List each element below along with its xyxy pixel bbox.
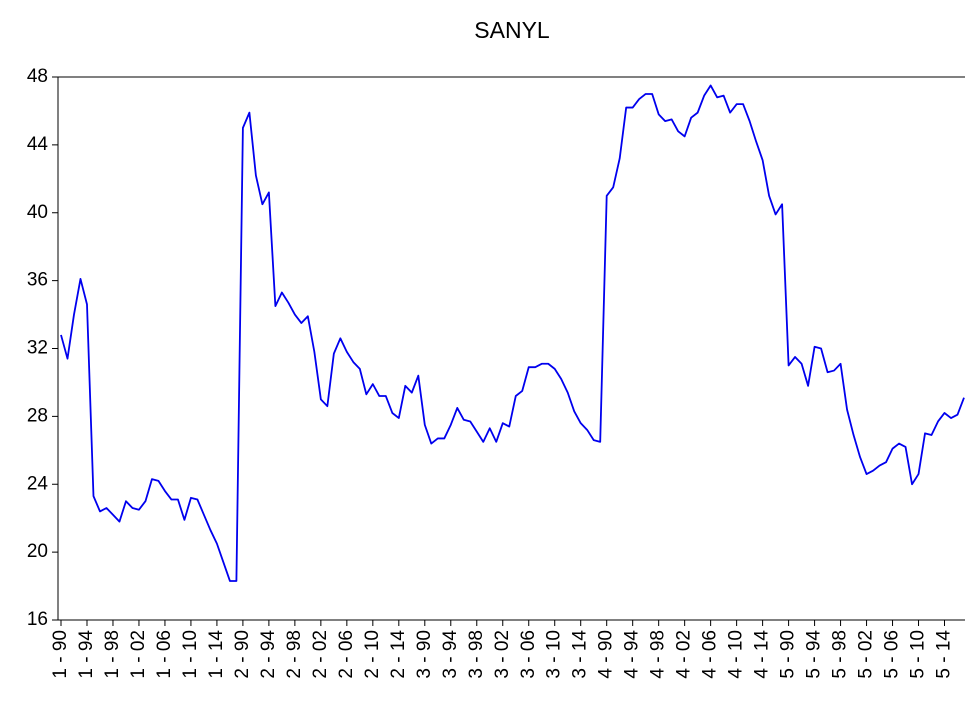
x-tick-label: 1 - 98 [102, 630, 123, 679]
x-tick-label: 4 - 94 [622, 630, 643, 679]
x-tick-label: 3 - 94 [440, 630, 461, 679]
x-tick-label: 4 - 14 [752, 630, 773, 679]
x-tick-label: 5 - 06 [882, 630, 903, 679]
x-tick-label: 1 - 90 [50, 630, 71, 679]
x-tick-label: 2 - 94 [258, 630, 279, 679]
x-tick-label: 2 - 98 [284, 630, 305, 679]
series-line [60, 84, 965, 582]
y-tick-label: 48 [27, 66, 48, 87]
x-tick-label: 3 - 06 [518, 630, 539, 679]
y-tick-label: 32 [27, 338, 48, 359]
x-tick-label: 3 - 10 [544, 630, 565, 679]
x-tick-label: 5 - 10 [908, 630, 929, 679]
x-tick-label: 3 - 98 [466, 630, 487, 679]
y-tick-label: 28 [27, 405, 48, 426]
x-tick-label: 5 - 94 [804, 630, 825, 679]
x-tick-label: 4 - 02 [674, 630, 695, 679]
x-tick-label: 3 - 02 [492, 630, 513, 679]
x-tick-label: 2 - 14 [388, 630, 409, 679]
x-tick-label: 5 - 02 [856, 630, 877, 679]
x-tick-label: 2 - 06 [336, 630, 357, 679]
y-tick-label: 16 [27, 609, 48, 630]
x-tick-label: 2 - 10 [362, 630, 383, 679]
y-tick-label: 44 [27, 134, 49, 155]
x-tick-label: 4 - 06 [700, 630, 721, 679]
x-tick-label: 4 - 90 [596, 630, 617, 679]
x-tick-label: 1 - 94 [76, 630, 97, 679]
chart-title: SANYL [474, 17, 550, 43]
x-tick-label: 5 - 90 [778, 630, 799, 679]
x-tick-label: 5 - 14 [934, 630, 955, 679]
x-tick-label: 1 - 06 [154, 630, 175, 679]
x-tick-label: 3 - 14 [570, 630, 591, 679]
y-tick-label: 36 [27, 270, 48, 291]
x-tick-label: 2 - 02 [310, 630, 331, 679]
x-tick-label: 1 - 02 [128, 630, 149, 679]
x-tick-label: 4 - 98 [648, 630, 669, 679]
x-tick-label: 5 - 98 [830, 630, 851, 679]
x-tick-label: 3 - 90 [414, 630, 435, 679]
y-tick-label: 24 [27, 473, 49, 494]
y-tick-label: 20 [27, 541, 48, 562]
x-tick-label: 4 - 10 [726, 630, 747, 679]
x-tick-label: 1 - 10 [180, 630, 201, 679]
x-tick-label: 1 - 14 [206, 630, 227, 679]
x-tick-label: 2 - 90 [232, 630, 253, 679]
y-tick-label: 40 [27, 202, 48, 223]
